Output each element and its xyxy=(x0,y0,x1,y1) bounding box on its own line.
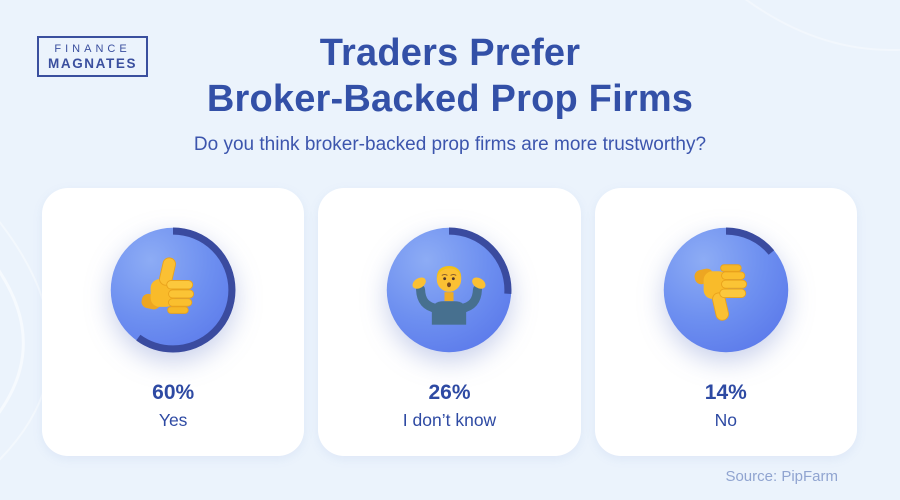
no-answer-label: No xyxy=(714,410,737,430)
survey-question: Do you think broker-backed prop firms ar… xyxy=(193,133,707,155)
result-card-no: 14% No xyxy=(594,188,857,456)
header: Traders Prefer Broker-Backed Prop Firms … xyxy=(0,30,900,156)
dont-know-answer-label: I don’t know xyxy=(402,410,497,430)
yes-progress-ring xyxy=(107,224,239,356)
dont-know-progress-ring xyxy=(383,224,515,356)
source-credit: Source: PipFarm xyxy=(725,468,838,485)
results-card-row: 60% Yes 26% I don’t know 14% No xyxy=(42,188,857,456)
result-card-yes: 60% Yes xyxy=(42,188,305,456)
no-percent-value: 14% xyxy=(704,381,747,404)
yes-percent-value: 60% xyxy=(152,381,195,404)
logo-line1: FINANCE xyxy=(54,43,131,55)
yes-answer-label: Yes xyxy=(158,410,188,430)
dont-know-percent-value: 26% xyxy=(428,381,471,404)
title-line-2: Broker-Backed Prop Firms xyxy=(206,78,694,121)
finance-magnates-logo: FINANCE MAGNATES xyxy=(37,36,149,78)
logo-line2: MAGNATES xyxy=(48,55,138,71)
no-progress-ring xyxy=(660,224,792,356)
title-line-1: Traders Prefer xyxy=(319,32,581,74)
result-card-dont-know: 26% I don’t know xyxy=(318,188,581,456)
page-title: Traders Prefer Broker-Backed Prop Firms xyxy=(0,30,900,123)
